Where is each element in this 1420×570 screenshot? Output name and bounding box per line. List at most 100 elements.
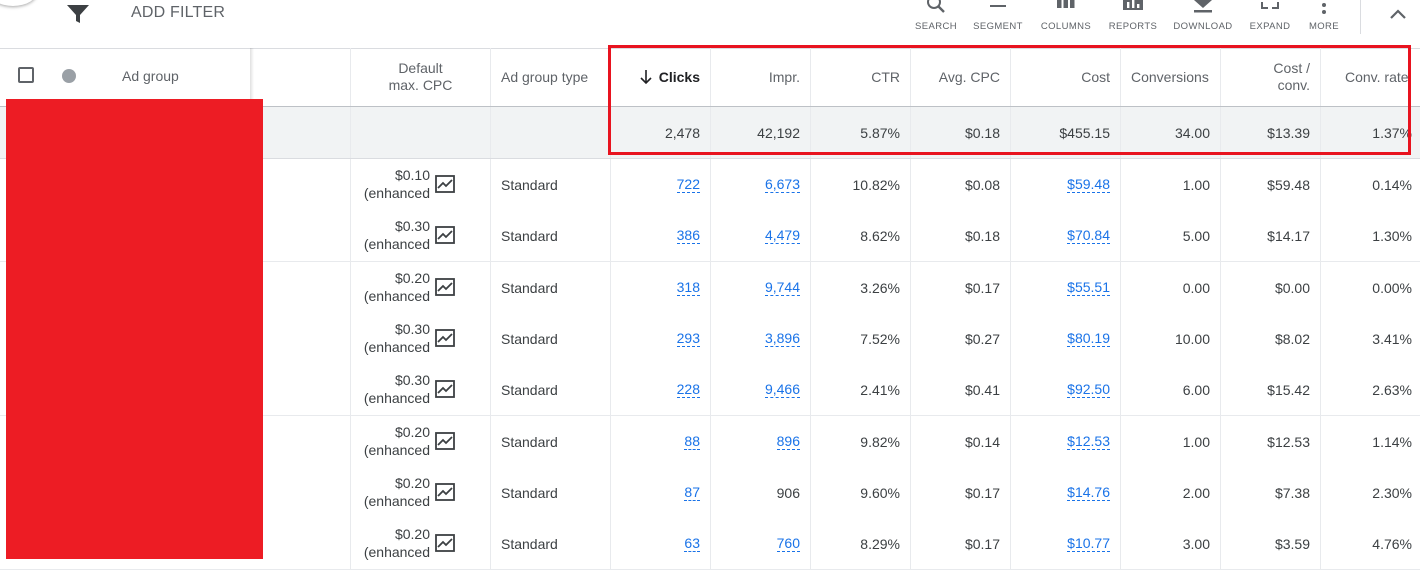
avg-cpc-cell: $0.17: [910, 467, 1010, 518]
impr-link[interactable]: 4,479: [764, 226, 800, 244]
header-ad-group-type[interactable]: Ad group type: [490, 48, 610, 106]
bid-chart-icon[interactable]: [435, 534, 455, 552]
ctr-cell: 8.29%: [810, 518, 910, 569]
cost-link[interactable]: $70.84: [1067, 226, 1110, 244]
arrow-down-icon: [640, 70, 652, 85]
avg-cpc-cell: $0.17: [910, 262, 1010, 313]
bid-chart-icon[interactable]: [435, 483, 455, 501]
table-header-row: Default max. CPC Ad group type Clicks Im…: [0, 48, 1420, 107]
clicks-link[interactable]: 88: [684, 432, 700, 450]
cost-link[interactable]: $92.50: [1067, 380, 1110, 398]
header-ctr[interactable]: CTR: [810, 48, 910, 106]
more-vert-icon: [1322, 3, 1326, 14]
clicks-link[interactable]: 87: [684, 483, 700, 501]
clicks-link[interactable]: 293: [676, 329, 700, 347]
cost-link[interactable]: $10.77: [1067, 534, 1110, 552]
cpc-text: $0.20 (enhanced: [364, 474, 430, 510]
total-avg-cpc: $0.18: [910, 107, 1010, 158]
clicks-cell: 318: [610, 262, 710, 313]
total-type-cell: [490, 107, 610, 158]
expand-tool-button[interactable]: EXPAND: [1235, 0, 1305, 36]
search-tool-button[interactable]: SEARCH: [901, 0, 971, 36]
header-impr[interactable]: Impr.: [710, 48, 810, 106]
bid-chart-icon[interactable]: [435, 175, 455, 193]
chevron-up-icon[interactable]: [1386, 4, 1410, 24]
header-cost-per-conv[interactable]: Cost / conv.: [1220, 48, 1320, 106]
header-conv-rate[interactable]: Conv. rate: [1320, 48, 1420, 106]
impr-link[interactable]: 9,466: [764, 380, 800, 398]
cpc-text: $0.10 (enhanced: [364, 166, 430, 202]
corner-fab[interactable]: [0, 0, 38, 6]
bid-chart-icon[interactable]: [435, 432, 455, 450]
cost-per-conv-cell: $8.02: [1220, 313, 1320, 364]
header-cost[interactable]: Cost: [1010, 48, 1120, 106]
cost-link[interactable]: $14.76: [1067, 483, 1110, 501]
impr-link[interactable]: 9,744: [764, 278, 800, 296]
impr-link[interactable]: 896: [776, 432, 800, 450]
bid-chart-icon[interactable]: [435, 226, 455, 244]
bid-chart-icon[interactable]: [435, 380, 455, 398]
cpc-strategy-note: (enhanced: [363, 288, 430, 304]
bid-chart-icon[interactable]: [435, 329, 455, 347]
reports-tool-button[interactable]: REPORTS: [1098, 0, 1168, 36]
clicks-cell: 63: [610, 518, 710, 569]
clicks-cell: 293: [610, 313, 710, 364]
impr-link[interactable]: 3,896: [764, 329, 800, 347]
header-default-cpc-line2: max. CPC: [388, 77, 453, 93]
cpc-strategy-note: (enhanced: [363, 544, 430, 560]
clicks-cell: 88: [610, 416, 710, 467]
select-all-checkbox[interactable]: [18, 67, 34, 83]
cpc-value: $0.30: [394, 372, 430, 388]
bid-chart-icon[interactable]: [435, 278, 455, 296]
ad-group-type-cell: Standard: [490, 313, 610, 364]
expand-tool-label: EXPAND: [1249, 21, 1291, 32]
ctr-cell: 10.82%: [810, 159, 910, 210]
conv-rate-cell: 0.00%: [1320, 262, 1420, 313]
header-default-max-cpc[interactable]: Default max. CPC: [350, 48, 490, 106]
header-impr-label: Impr.: [768, 69, 800, 85]
conversions-cell: 3.00: [1120, 518, 1220, 569]
cpc-value: $0.30: [394, 321, 430, 337]
conversions-cell: 1.00: [1120, 416, 1220, 467]
clicks-link[interactable]: 63: [684, 534, 700, 552]
default-cpc-cell: $0.20 (enhanced: [350, 518, 490, 569]
conv-rate-cell: 2.30%: [1320, 467, 1420, 518]
segment-tool-button[interactable]: SEGMENT: [963, 0, 1033, 36]
columns-tool-button[interactable]: COLUMNS: [1031, 0, 1101, 36]
cpc-value: $0.20: [394, 475, 430, 491]
header-avg-cpc[interactable]: Avg. CPC: [910, 48, 1010, 106]
header-ad-group[interactable]: Ad group: [122, 68, 179, 84]
avg-cpc-cell: $0.27: [910, 313, 1010, 364]
conv-rate-cell: 1.30%: [1320, 210, 1420, 261]
default-cpc-cell: $0.20 (enhanced: [350, 262, 490, 313]
impr-link[interactable]: 6,673: [764, 175, 800, 193]
avg-cpc-cell: $0.14: [910, 416, 1010, 467]
cost-per-conv-cell: $14.17: [1220, 210, 1320, 261]
cost-link[interactable]: $12.53: [1067, 432, 1110, 450]
more-tool-button[interactable]: MORE: [1289, 0, 1359, 36]
ad-group-type-cell: Standard: [490, 262, 610, 313]
clicks-link[interactable]: 722: [676, 175, 700, 193]
clicks-cell: 722: [610, 159, 710, 210]
impr-link[interactable]: 760: [776, 534, 800, 552]
cost-link[interactable]: $59.48: [1067, 175, 1110, 193]
clicks-link[interactable]: 318: [676, 278, 700, 296]
cost-link[interactable]: $80.19: [1067, 329, 1110, 347]
conversions-cell: 1.00: [1120, 159, 1220, 210]
cpc-text: $0.20 (enhanced: [364, 423, 430, 459]
add-filter-button[interactable]: ADD FILTER: [131, 4, 226, 21]
cost-link[interactable]: $55.51: [1067, 278, 1110, 296]
default-cpc-cell: $0.20 (enhanced: [350, 467, 490, 518]
avg-cpc-cell: $0.17: [910, 518, 1010, 569]
cpc-value: $0.20: [394, 424, 430, 440]
cpc-strategy-note: (enhanced: [363, 236, 430, 252]
table-toolbar: ADD FILTER SEARCH SEGMENT COLUMNS REPORT…: [0, 0, 1420, 49]
download-tool-button[interactable]: DOWNLOAD: [1168, 0, 1238, 36]
conv-rate-cell: 1.14%: [1320, 416, 1420, 467]
total-cost: $455.15: [1010, 107, 1120, 158]
clicks-link[interactable]: 228: [676, 380, 700, 398]
cost-per-conv-cell: $3.59: [1220, 518, 1320, 569]
filter-icon[interactable]: [66, 4, 90, 24]
clicks-link[interactable]: 386: [676, 226, 700, 244]
header-conversions[interactable]: Conversions: [1120, 48, 1220, 106]
